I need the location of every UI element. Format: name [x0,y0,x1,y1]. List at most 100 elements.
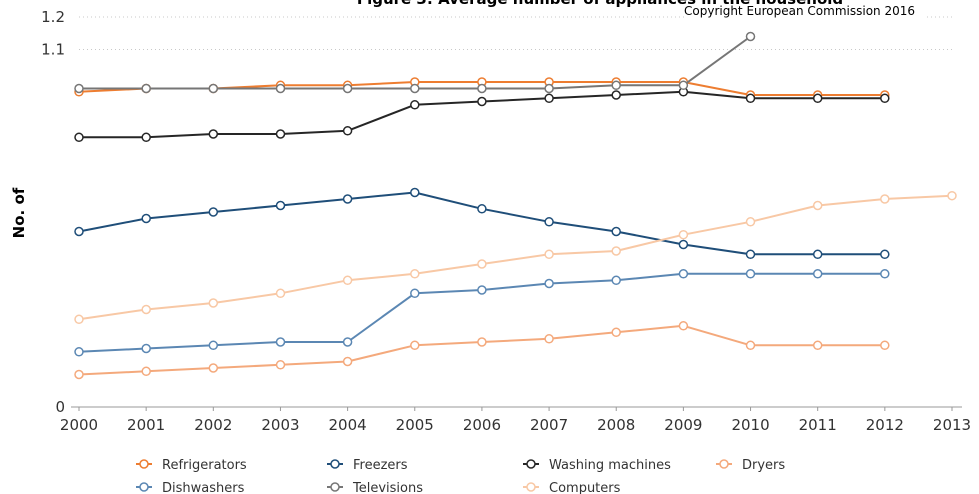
data-point-dryers[interactable] [812,340,823,351]
data-point-televisions[interactable] [275,83,286,94]
data-point-freezers[interactable] [410,187,420,198]
data-point-freezers[interactable] [477,204,487,214]
data-point-washing-machines[interactable] [141,132,151,143]
data-point-freezers[interactable] [141,213,151,224]
data-point-dryers[interactable] [477,337,487,347]
legend-item-computers[interactable]: Computers [523,481,621,494]
data-point-dishwashers[interactable] [342,337,353,347]
data-point-freezers[interactable] [745,249,756,260]
data-point-computers[interactable] [812,200,823,211]
x-tick-label: 2010 [731,416,769,434]
data-point-dryers[interactable] [342,356,353,367]
data-point-freezers[interactable] [611,226,621,237]
x-tick-label: 2008 [597,416,635,434]
data-point-washing-machines[interactable] [208,129,219,139]
series-layer [74,31,957,380]
data-point-dryers[interactable] [275,360,286,370]
data-point-freezers[interactable] [678,239,689,250]
data-point-computers[interactable] [678,229,689,240]
data-point-dishwashers[interactable] [141,343,151,354]
data-point-computers[interactable] [208,298,219,308]
legend-label: Refrigerators [162,458,247,473]
data-point-washing-machines[interactable] [880,93,890,104]
data-point-dryers[interactable] [611,327,621,338]
legend-item-washing-machines[interactable]: Washing machines [523,458,671,473]
legend-circle-marker [526,482,536,492]
data-point-dishwashers[interactable] [745,269,756,279]
data-point-televisions[interactable] [74,83,84,94]
x-tick-label: 2001 [127,416,165,434]
data-point-televisions[interactable] [342,83,353,94]
data-point-dishwashers[interactable] [544,278,554,289]
series-freezers [74,187,890,260]
data-point-dryers[interactable] [141,366,151,377]
legend-item-dryers[interactable]: Dryers [716,458,785,473]
series-line-freezers [78,191,885,256]
data-point-computers[interactable] [611,246,621,256]
legend-circle-marker [719,459,729,469]
data-point-dishwashers[interactable] [410,288,420,299]
data-point-washing-machines[interactable] [74,132,84,143]
data-point-washing-machines[interactable] [342,126,353,136]
data-point-dryers[interactable] [745,340,756,351]
data-point-washing-machines[interactable] [275,129,286,139]
data-point-computers[interactable] [141,304,151,315]
data-point-computers[interactable] [880,194,890,204]
data-point-freezers[interactable] [208,207,219,217]
data-point-computers[interactable] [947,190,957,201]
data-point-televisions[interactable] [678,80,689,91]
data-point-computers[interactable] [410,269,420,279]
data-point-dryers[interactable] [678,321,689,331]
data-point-dryers[interactable] [74,369,84,380]
data-point-freezers[interactable] [880,249,890,260]
legend-item-dishwashers[interactable]: Dishwashers [136,481,245,494]
data-point-dishwashers[interactable] [611,275,621,286]
data-point-televisions[interactable] [410,83,420,94]
data-point-washing-machines[interactable] [745,93,756,104]
data-point-televisions[interactable] [477,83,487,94]
y-axis-title: No. of [10,187,28,238]
data-point-computers[interactable] [74,314,84,325]
data-point-freezers[interactable] [74,226,84,237]
data-point-computers[interactable] [544,249,554,260]
data-point-washing-machines[interactable] [611,90,621,100]
legend-label: Dishwashers [162,481,245,494]
data-point-dryers[interactable] [880,340,890,351]
data-point-dryers[interactable] [410,340,420,351]
data-point-dishwashers[interactable] [477,285,487,295]
data-point-dishwashers[interactable] [880,269,890,279]
data-point-televisions[interactable] [141,83,151,94]
data-point-televisions[interactable] [544,83,554,94]
data-point-computers[interactable] [745,217,756,227]
series-computers [74,190,957,325]
legend-item-refrigerators[interactable]: Refrigerators [136,458,247,473]
legend-item-televisions[interactable]: Televisions [327,481,423,494]
data-point-computers[interactable] [275,288,286,299]
legend-item-freezers[interactable]: Freezers [327,458,408,473]
data-point-dishwashers[interactable] [678,269,689,279]
x-tick-label: 2000 [60,416,98,434]
data-point-dryers[interactable] [208,363,219,373]
data-point-washing-machines[interactable] [477,96,487,107]
data-point-dishwashers[interactable] [208,340,219,351]
data-point-televisions[interactable] [208,83,219,94]
data-point-freezers[interactable] [812,249,823,260]
data-point-dryers[interactable] [544,334,554,344]
data-point-freezers[interactable] [342,194,353,204]
data-point-televisions[interactable] [611,80,621,91]
data-point-washing-machines[interactable] [410,100,420,110]
data-point-washing-machines[interactable] [812,93,823,104]
data-point-dishwashers[interactable] [275,337,286,347]
data-point-televisions[interactable] [745,31,756,42]
data-point-computers[interactable] [342,275,353,286]
data-point-computers[interactable] [477,259,487,269]
data-point-washing-machines[interactable] [544,93,554,104]
data-point-freezers[interactable] [544,217,554,227]
legend-circle-marker [139,459,149,469]
data-point-dishwashers[interactable] [812,269,823,279]
x-tick-label: 2009 [664,416,702,434]
x-tick-label: 2005 [396,416,434,434]
data-point-freezers[interactable] [275,200,286,211]
data-point-dishwashers[interactable] [74,347,84,357]
